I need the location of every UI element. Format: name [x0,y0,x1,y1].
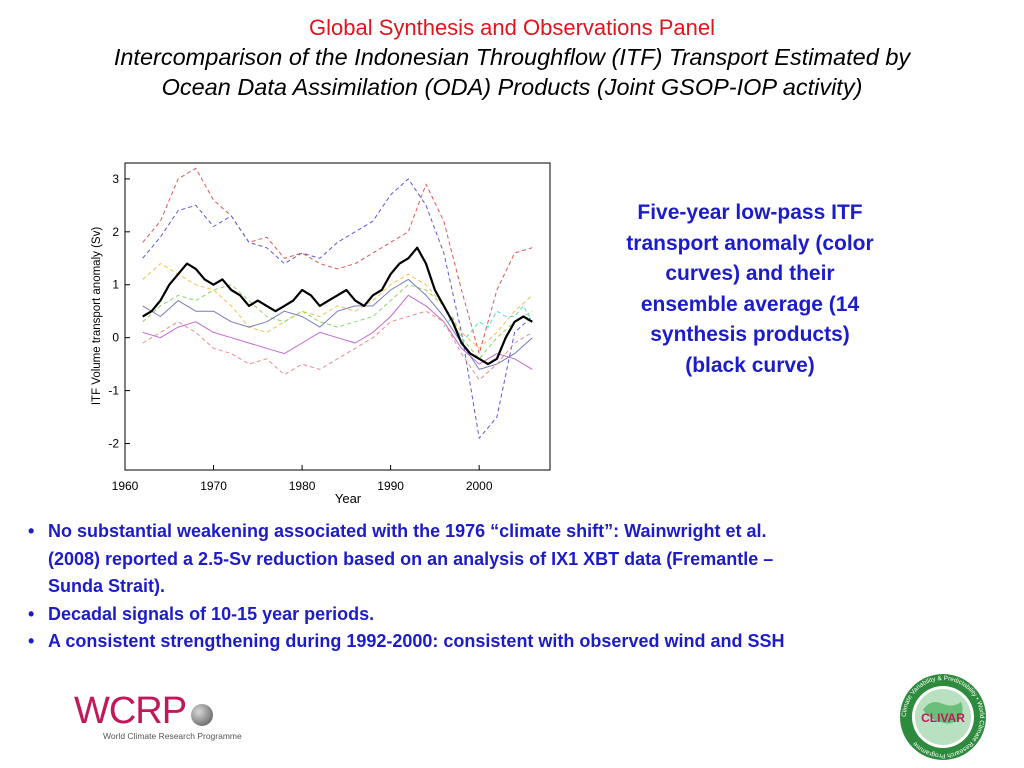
y-tick-label: -1 [108,384,119,398]
bullet-dot: • [28,603,35,624]
wcrp-logo-caption: World Climate Research Programme [103,731,242,741]
series-line-1 [142,167,533,355]
x-tick-label: 1990 [377,479,404,493]
x-axis-label: Year [335,491,362,506]
ensemble-average-line [142,246,533,366]
wcrp-logo: WCRP World Climate Research Programme [74,690,254,750]
x-tick-label: 1970 [200,479,227,493]
x-tick-label: 1980 [289,479,316,493]
chart-caption: Five-year low-pass ITF transport anomaly… [626,201,874,377]
series-line-8 [443,305,533,344]
clivar-emblem-icon: Climate Variability & Predictability • W… [900,674,986,760]
subtitle-line-2: Ocean Data Assimilation (ODA) Products (… [161,74,863,100]
x-tick-label: 2000 [466,479,493,493]
y-axis-label: ITF Volume transport anomaly (Sv) [91,227,103,405]
bullet-list: • No substantial weakening associated wi… [26,518,1006,656]
page-subtitle: Intercomparison of the Indonesian Throug… [0,42,1024,102]
bullet-item: • A consistent strengthening during 1992… [26,628,1006,656]
bullet-2-line-1: Decadal signals of 10-15 year periods. [48,603,375,624]
y-tick-label: -2 [108,437,119,451]
bullet-3-line-1: A consistent strengthening during 1992-2… [48,631,785,651]
chart-svg: 1960 1970 1980 1990 2000 -2 -1 0 1 2 3 Year ITF Vo… [91,162,551,506]
series-line-7 [142,310,533,381]
series-layer [142,167,533,439]
series-line-4 [142,263,533,349]
y-tick-label: 2 [112,225,119,239]
itf-transport-chart: 1960 1970 1980 1990 2000 -2 -1 0 1 2 3 Year ITF Vo… [80,160,560,510]
x-tick-label: 1960 [112,479,139,493]
series-line-5 [142,284,533,360]
wcrp-logo-text: WCRP [74,690,187,732]
bullet-dot: • [28,521,35,541]
bullet-item: • Decadal signals of 10-15 year periods. [26,601,1006,629]
globe-icon [191,704,213,726]
clivar-logo: Climate Variability & Predictability • W… [893,672,993,762]
series-line-3 [142,294,533,370]
bullet-1-line-2: (2008) reported a 2.5-Sv reduction based… [48,548,774,569]
y-tick-label: 0 [112,331,119,345]
bullet-1-line-1: No substantial weakening associated with… [48,521,767,541]
bullet-item: • No substantial weakening associated wi… [26,518,1006,601]
y-tick-label: 3 [112,172,119,186]
plot-frame [124,162,551,471]
bullet-dot: • [28,631,35,651]
title-block: Global Synthesis and Observations Panel … [0,14,1024,102]
bullet-1-line-3: Sunda Strait). [48,576,166,596]
tick-layer: 1960 1970 1980 1990 2000 -2 -1 0 1 2 3 [108,172,493,493]
series-line-2 [142,178,533,439]
y-tick-label: 1 [112,278,119,292]
clivar-logo-text: CLIVAR [921,711,965,725]
page-title: Global Synthesis and Observations Panel [308,15,715,40]
subtitle-line-1: Intercomparison of the Indonesian Throug… [113,44,911,70]
